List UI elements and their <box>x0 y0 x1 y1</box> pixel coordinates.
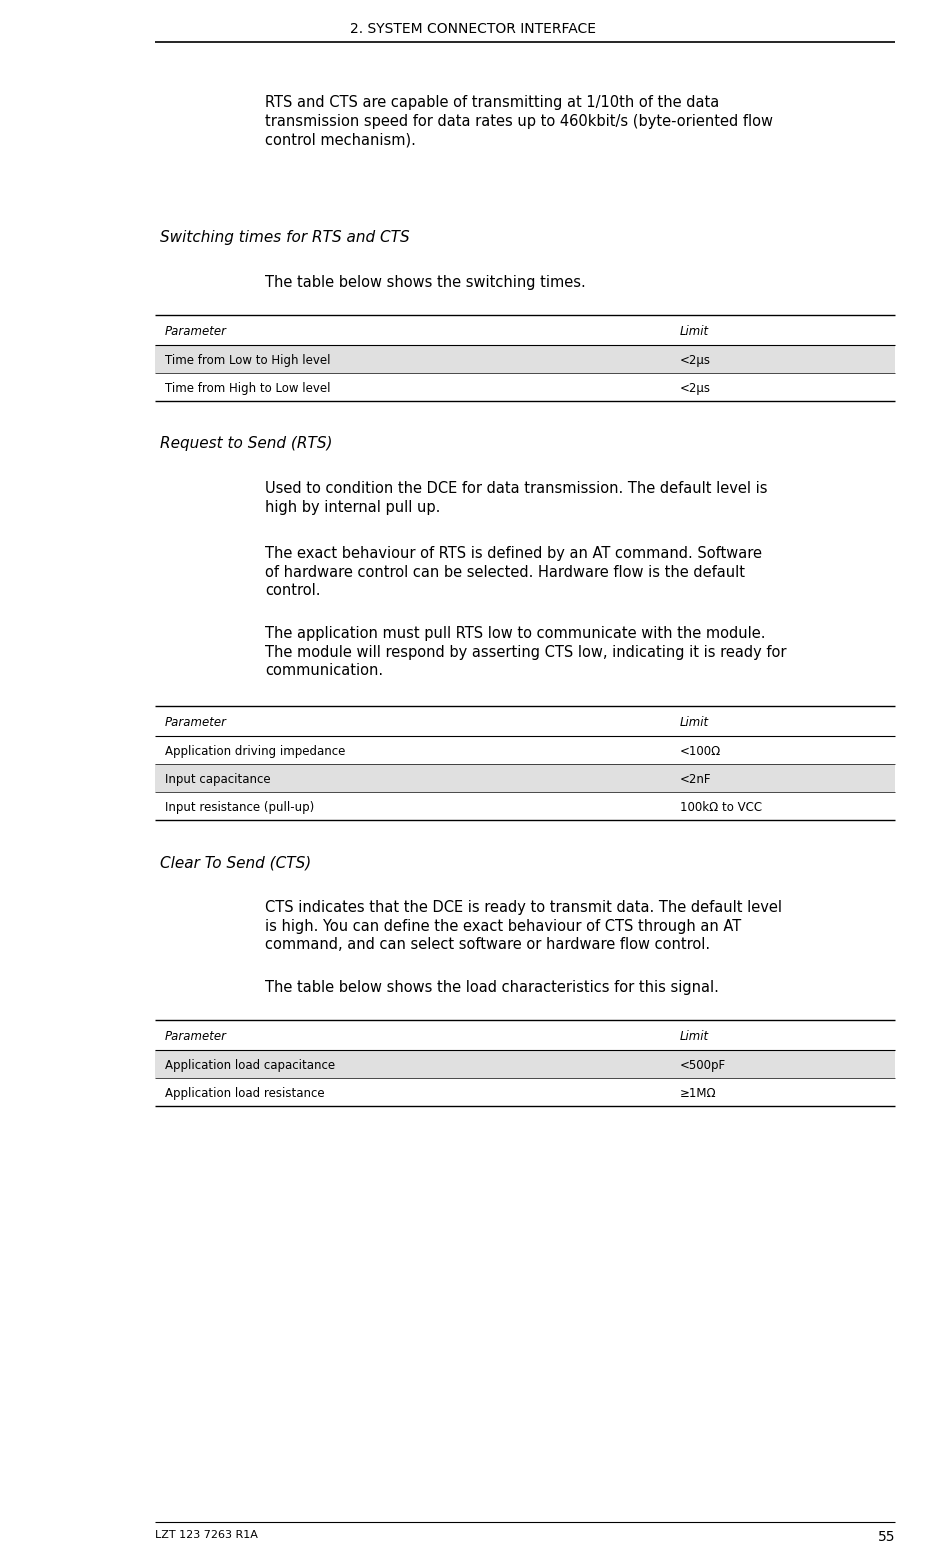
Text: Time from High to Low level: Time from High to Low level <box>165 383 330 395</box>
Text: Limit: Limit <box>680 325 708 337</box>
Text: Clear To Send (CTS): Clear To Send (CTS) <box>160 854 311 870</box>
Text: Parameter: Parameter <box>165 715 227 729</box>
Text: CTS indicates that the DCE is ready to transmit data. The default level
is high.: CTS indicates that the DCE is ready to t… <box>264 900 782 953</box>
Text: <2nF: <2nF <box>680 773 711 786</box>
Text: Limit: Limit <box>680 715 708 729</box>
Text: <100Ω: <100Ω <box>680 745 720 758</box>
Text: <2μs: <2μs <box>680 383 710 395</box>
Text: Application load resistance: Application load resistance <box>165 1087 325 1100</box>
Text: <500pF: <500pF <box>680 1059 725 1072</box>
Text: Parameter: Parameter <box>165 1029 227 1043</box>
Bar <box>155 1050 894 1078</box>
Bar <box>155 345 894 373</box>
Text: LZT 123 7263 R1A: LZT 123 7263 R1A <box>155 1531 258 1540</box>
Text: 55: 55 <box>877 1531 894 1543</box>
Text: 100kΩ to VCC: 100kΩ to VCC <box>680 801 761 814</box>
Text: Used to condition the DCE for data transmission. The default level is
high by in: Used to condition the DCE for data trans… <box>264 481 767 514</box>
Text: Input resistance (pull-up): Input resistance (pull-up) <box>165 801 314 814</box>
Bar <box>155 764 894 792</box>
Text: The exact behaviour of RTS is defined by an AT command. Software
of hardware con: The exact behaviour of RTS is defined by… <box>264 547 761 598</box>
Text: Request to Send (RTS): Request to Send (RTS) <box>160 436 332 451</box>
Text: Time from Low to High level: Time from Low to High level <box>165 355 330 367</box>
Text: Limit: Limit <box>680 1029 708 1043</box>
Text: RTS and CTS are capable of transmitting at 1/10th of the data
transmission speed: RTS and CTS are capable of transmitting … <box>264 95 772 147</box>
Text: Application driving impedance: Application driving impedance <box>165 745 345 758</box>
Text: Input capacitance: Input capacitance <box>165 773 270 786</box>
Text: ≥1MΩ: ≥1MΩ <box>680 1087 716 1100</box>
Text: 2. SYSTEM CONNECTOR INTERFACE: 2. SYSTEM CONNECTOR INTERFACE <box>349 22 595 36</box>
Text: Parameter: Parameter <box>165 325 227 337</box>
Text: Application load capacitance: Application load capacitance <box>165 1059 335 1072</box>
Text: The table below shows the switching times.: The table below shows the switching time… <box>264 275 585 291</box>
Text: Switching times for RTS and CTS: Switching times for RTS and CTS <box>160 230 409 245</box>
Text: <2μs: <2μs <box>680 355 710 367</box>
Text: The application must pull RTS low to communicate with the module.
The module wil: The application must pull RTS low to com… <box>264 626 785 678</box>
Text: The table below shows the load characteristics for this signal.: The table below shows the load character… <box>264 979 718 995</box>
